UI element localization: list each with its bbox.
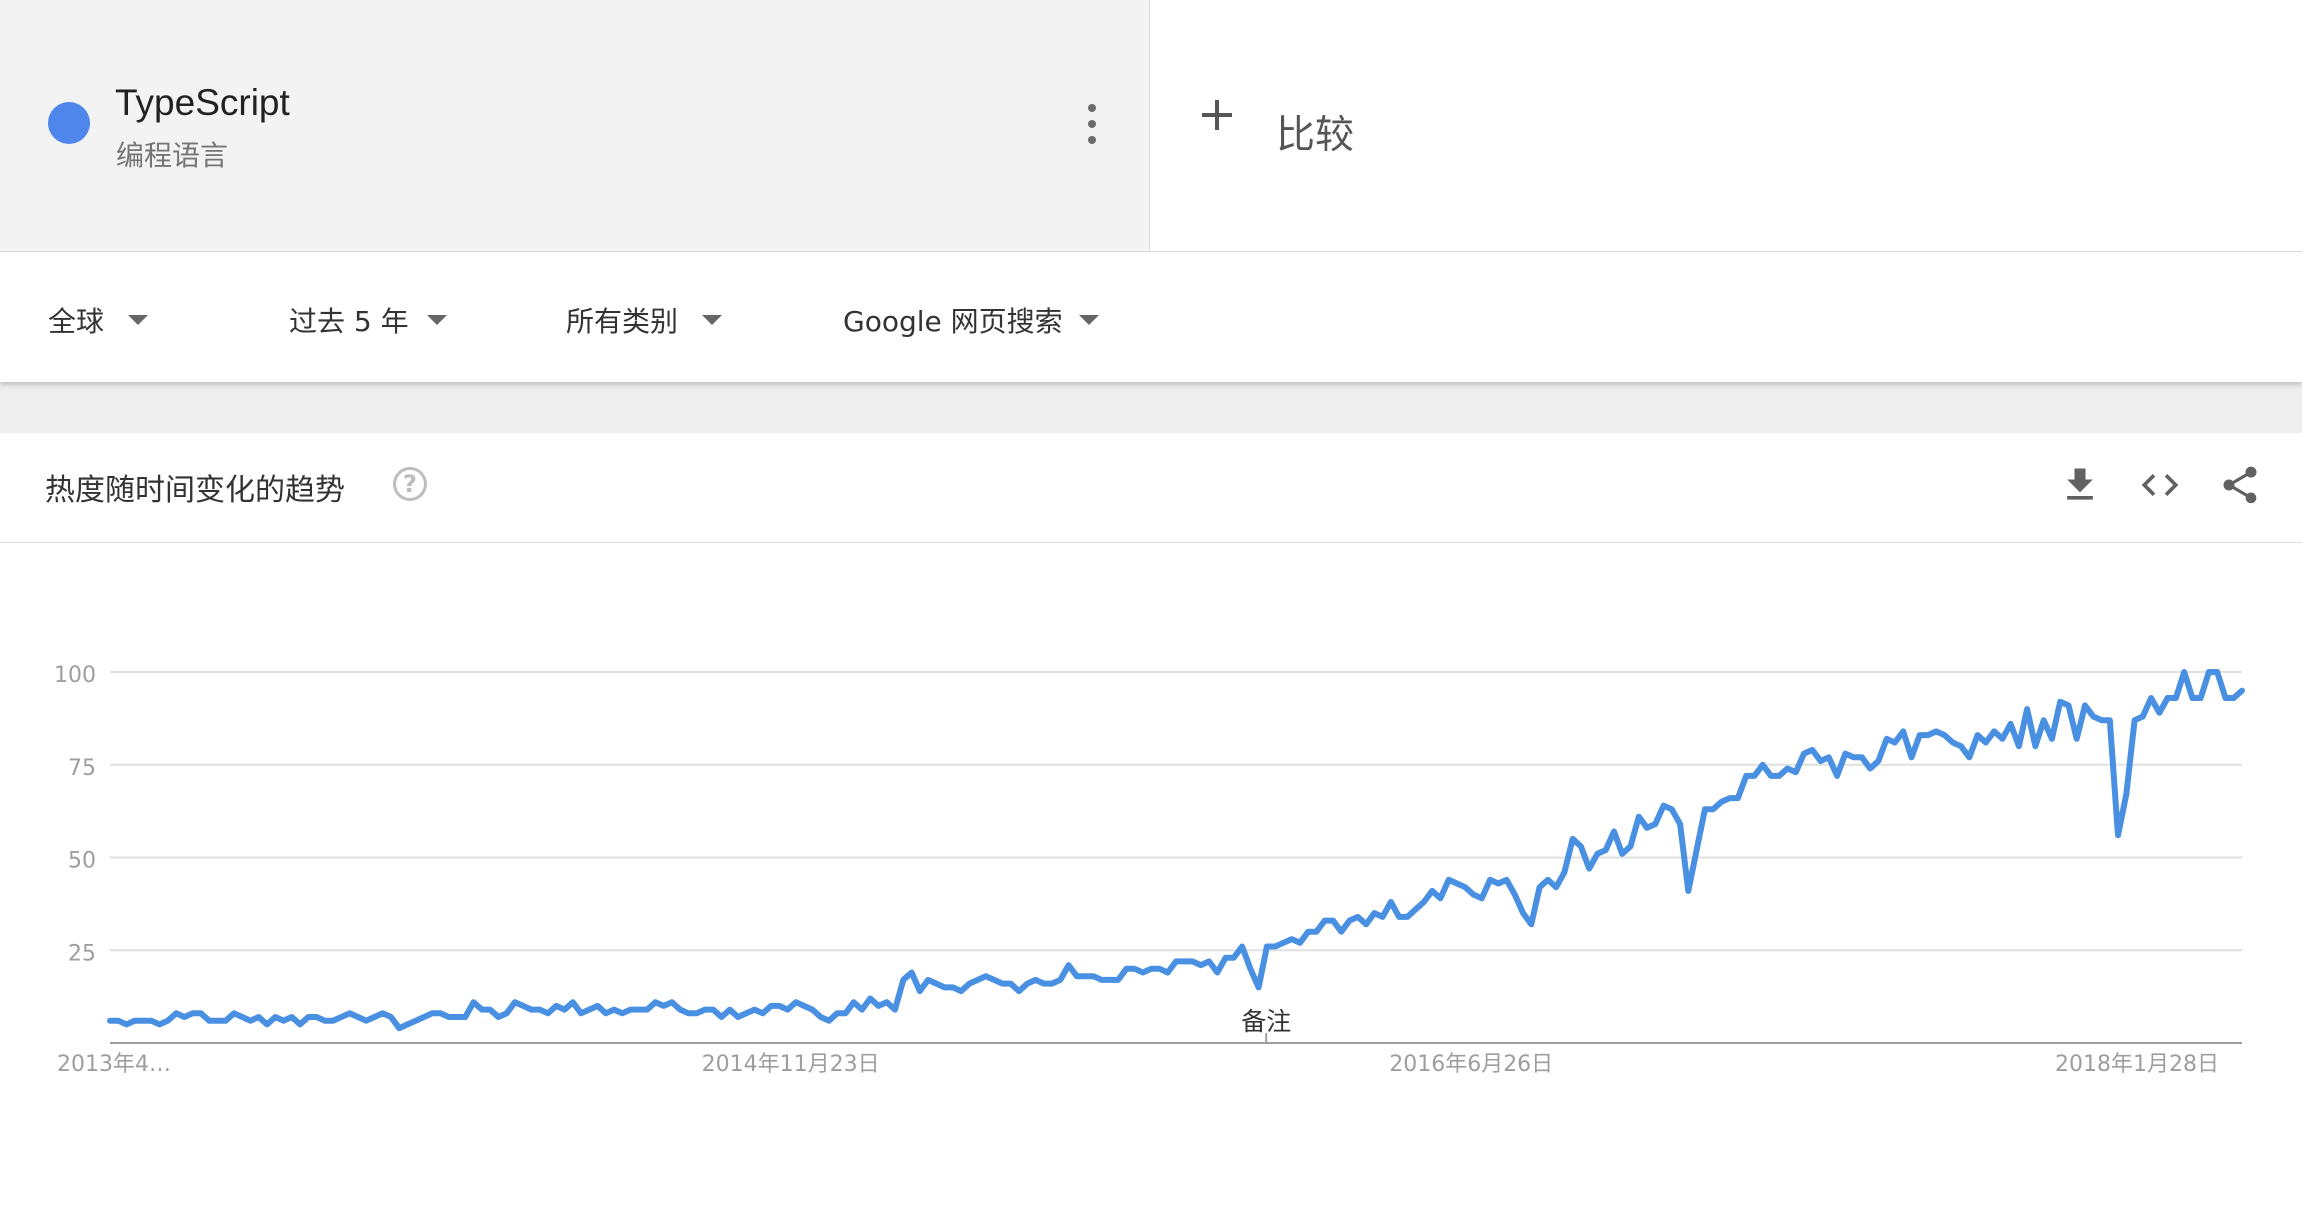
share-icon[interactable]	[2218, 463, 2262, 507]
time-range-dropdown[interactable]: 过去 5 年	[289, 300, 447, 340]
caret-down-icon	[1078, 315, 1099, 325]
search-term-category: 编程语言	[116, 139, 229, 172]
caret-down-icon	[702, 315, 723, 325]
search-type-dropdown[interactable]: Google 网页搜索	[843, 300, 1099, 340]
y-tick-label: 25	[68, 941, 96, 966]
x-tick-label: 2013年4…	[57, 1052, 171, 1077]
x-tick-label: 2014年11月23日	[702, 1052, 880, 1077]
widget-header: 热度随时间变化的趋势 ?	[0, 433, 2302, 543]
category-dropdown[interactable]: 所有类别	[566, 300, 723, 340]
x-tick-label: 2016年6月26日	[1389, 1052, 1553, 1077]
y-tick-label: 50	[68, 849, 96, 874]
filter-bar: 全球 过去 5 年 所有类别 Google 网页搜索	[0, 252, 2302, 382]
region-dropdown[interactable]: 全球	[48, 300, 149, 340]
plus-icon	[1202, 100, 1232, 130]
caret-down-icon	[128, 315, 149, 325]
add-comparison-button[interactable]: 比较	[1149, 0, 2302, 252]
interest-over-time-chart[interactable]: 25 50 75 100 2013年4… 2014年11月23日 2016年6月26日 20…	[0, 543, 2302, 1214]
more-vert-icon[interactable]	[1080, 104, 1104, 144]
series-line[interactable]	[107, 669, 2245, 1032]
region-label: 全球	[48, 305, 105, 338]
search-term-card[interactable]: TypeScript 编程语言	[0, 0, 1149, 252]
annotation-label[interactable]: 备注	[1241, 1007, 1291, 1036]
section-divider	[0, 382, 2302, 433]
widget-title: 热度随时间变化的趋势	[45, 473, 345, 508]
download-icon[interactable]	[2058, 463, 2102, 507]
y-tick-label: 100	[54, 663, 96, 688]
y-tick-label: 75	[68, 756, 96, 781]
search-term-name: TypeScript	[115, 82, 290, 123]
caret-down-icon	[426, 315, 447, 325]
x-tick-label: 2018年1月28日	[2055, 1052, 2219, 1077]
series-color-dot	[48, 102, 90, 144]
time-range-label: 过去 5 年	[289, 305, 409, 338]
category-label: 所有类别	[566, 305, 679, 338]
embed-icon[interactable]	[2138, 463, 2182, 507]
compare-label: 比较	[1276, 113, 1355, 158]
search-type-label: Google 网页搜索	[843, 305, 1063, 338]
help-icon[interactable]: ?	[393, 467, 427, 501]
